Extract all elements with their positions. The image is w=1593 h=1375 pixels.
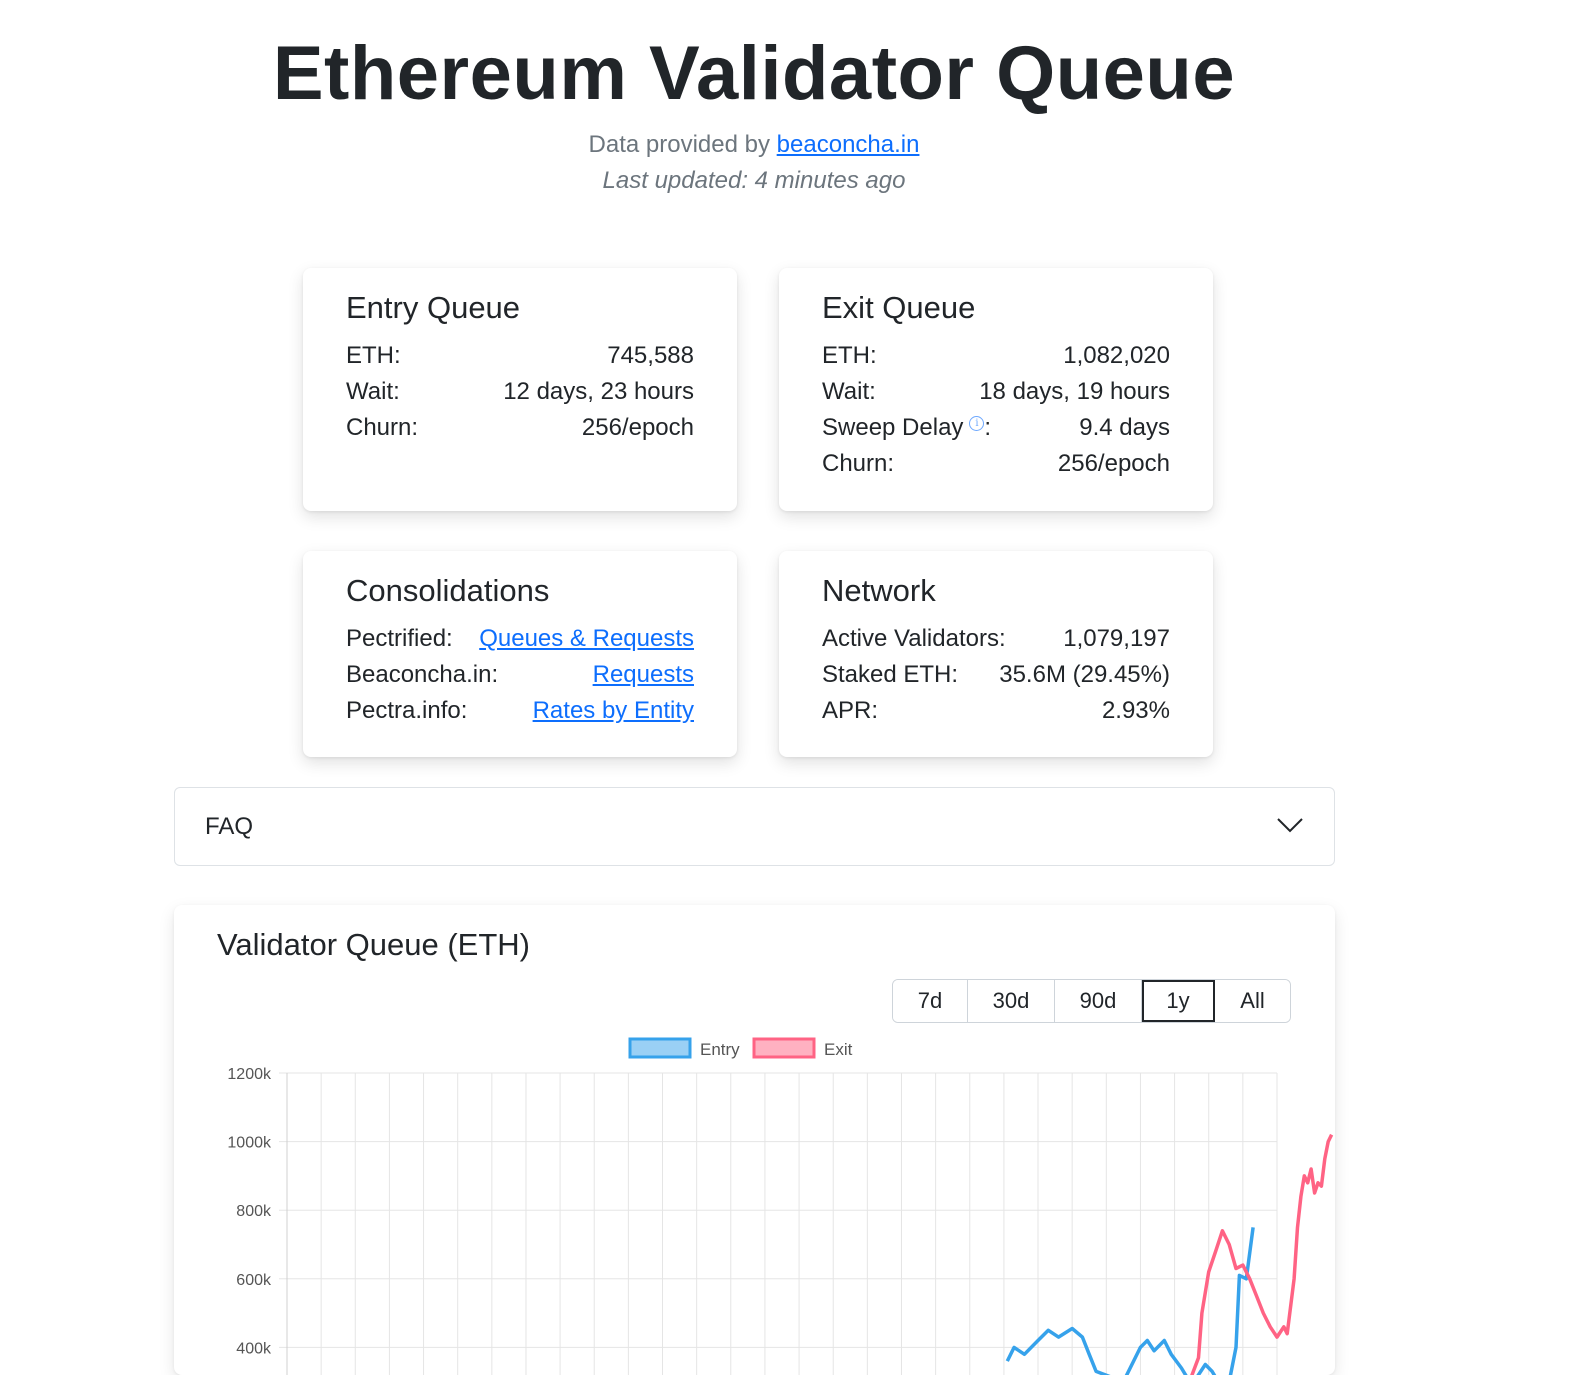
chart-card: Validator Queue (ETH) 7d 30d 90d 1y All … — [174, 905, 1335, 1375]
series-line-entry — [1005, 1227, 1255, 1375]
y-tick-label: 800k — [236, 1203, 272, 1220]
chart-title: Validator Queue (ETH) — [217, 927, 530, 962]
exit-wait-row: Wait: 18 days, 19 hours — [822, 374, 1170, 410]
rates-by-entity-link[interactable]: Rates by Entity — [532, 697, 694, 724]
queue-line-chart: 400k 600k 800k 1000k 1200k Entry Exit — [227, 1037, 1334, 1375]
entry-queue-title: Entry Queue — [346, 290, 521, 325]
legend-label-entry: Entry — [700, 1040, 740, 1059]
y-axis: 400k 600k 800k 1000k 1200k — [227, 1066, 288, 1375]
chart-legend: Entry Exit — [628, 1037, 853, 1059]
entry-eth-row: ETH: 745,588 — [346, 338, 694, 374]
consolidations-title: Consolidations — [346, 573, 550, 608]
sweep-delay-label: Sweep Delay — [822, 414, 964, 441]
entry-wait-label: Wait: — [346, 378, 400, 405]
entry-wait-value: 12 days, 23 hours — [503, 378, 694, 405]
staked-eth-value: 35.6M (29.45%) — [999, 661, 1170, 688]
legend-swatch-entry — [628, 1037, 692, 1059]
legend-label-exit: Exit — [824, 1040, 853, 1059]
apr-label: APR: — [822, 697, 879, 724]
network-title: Network — [822, 573, 936, 608]
exit-churn-row: Churn: 256/epoch — [822, 446, 1170, 482]
y-tick-label: 1200k — [227, 1066, 272, 1083]
beaconchain-row: Beaconcha.in: Requests — [346, 657, 694, 693]
faq-label: FAQ — [205, 812, 254, 840]
y-tick-label: 400k — [236, 1340, 272, 1357]
staked-eth-row: Staked ETH: 35.6M (29.45%) — [822, 657, 1170, 693]
entry-churn-label: Churn: — [346, 414, 419, 441]
apr-row: APR: 2.93% — [822, 693, 1170, 729]
entry-queue-card: Entry Queue ETH: 745,588 Wait: 12 days, … — [303, 268, 737, 511]
chart-lines — [1005, 1133, 1334, 1375]
exit-churn-value: 256/epoch — [1057, 450, 1170, 477]
active-validators-value: 1,079,197 — [1063, 625, 1170, 652]
data-source-line: Data provided by beaconcha.in — [0, 131, 1508, 159]
network-card: Network Active Validators: 1,079,197 Sta… — [779, 551, 1213, 757]
pectra-info-label: Pectra.info: — [346, 697, 468, 724]
exit-churn-label: Churn: — [822, 450, 895, 477]
active-validators-row: Active Validators: 1,079,197 — [822, 621, 1170, 657]
entry-eth-label: ETH: — [346, 342, 401, 369]
exit-wait-value: 18 days, 19 hours — [979, 378, 1170, 405]
beaconchain-link[interactable]: beaconcha.in — [776, 131, 920, 158]
queues-requests-link[interactable]: Queues & Requests — [479, 625, 694, 652]
consolidations-card: Consolidations Pectrified: Queues & Requ… — [303, 551, 737, 757]
exit-sweep-row: Sweep Delay i: 9.4 days — [822, 410, 1170, 446]
entry-wait-row: Wait: 12 days, 23 hours — [346, 374, 694, 410]
apr-value: 2.93% — [1101, 697, 1170, 724]
exit-queue-card: Exit Queue ETH: 1,082,020 Wait: 18 days,… — [779, 268, 1213, 511]
sweep-delay-label-wrap: Sweep Delay i: — [822, 414, 992, 441]
active-validators-label: Active Validators: — [822, 625, 1006, 652]
exit-eth-value: 1,082,020 — [1063, 342, 1170, 369]
data-source-prefix: Data provided by — [588, 131, 770, 158]
beaconchain-label: Beaconcha.in: — [346, 661, 499, 688]
range-7d-button[interactable]: 7d — [893, 980, 968, 1022]
pectrified-row: Pectrified: Queues & Requests — [346, 621, 694, 657]
requests-link[interactable]: Requests — [592, 661, 694, 688]
pectrified-label: Pectrified: — [346, 625, 453, 652]
range-selector: 7d 30d 90d 1y All — [892, 979, 1291, 1023]
faq-accordion[interactable]: FAQ — [174, 787, 1335, 866]
y-tick-label: 600k — [236, 1272, 272, 1289]
series-line-exit — [1190, 1133, 1334, 1375]
chevron-down-icon[interactable] — [1276, 813, 1304, 841]
staked-eth-label: Staked ETH: — [822, 661, 959, 688]
range-all-button[interactable]: All — [1215, 980, 1290, 1022]
pectra-info-row: Pectra.info: Rates by Entity — [346, 693, 694, 729]
exit-eth-label: ETH: — [822, 342, 877, 369]
exit-wait-label: Wait: — [822, 378, 876, 405]
range-90d-button[interactable]: 90d — [1055, 980, 1142, 1022]
page-title: Ethereum Validator Queue — [272, 31, 1236, 116]
exit-queue-title: Exit Queue — [822, 290, 976, 325]
chart-grid — [279, 1072, 1278, 1375]
last-updated: Last updated: 4 minutes ago — [602, 167, 906, 194]
entry-eth-value: 745,588 — [607, 342, 694, 369]
info-circle-icon[interactable]: i — [969, 416, 985, 431]
entry-churn-value: 256/epoch — [581, 414, 694, 441]
y-tick-label: 1000k — [227, 1135, 272, 1152]
range-1y-button[interactable]: 1y — [1142, 980, 1215, 1022]
sweep-delay-value: 9.4 days — [1079, 414, 1170, 441]
range-30d-button[interactable]: 30d — [968, 980, 1055, 1022]
legend-swatch-exit — [752, 1037, 816, 1059]
entry-churn-row: Churn: 256/epoch — [346, 410, 694, 446]
exit-eth-row: ETH: 1,082,020 — [822, 338, 1170, 374]
